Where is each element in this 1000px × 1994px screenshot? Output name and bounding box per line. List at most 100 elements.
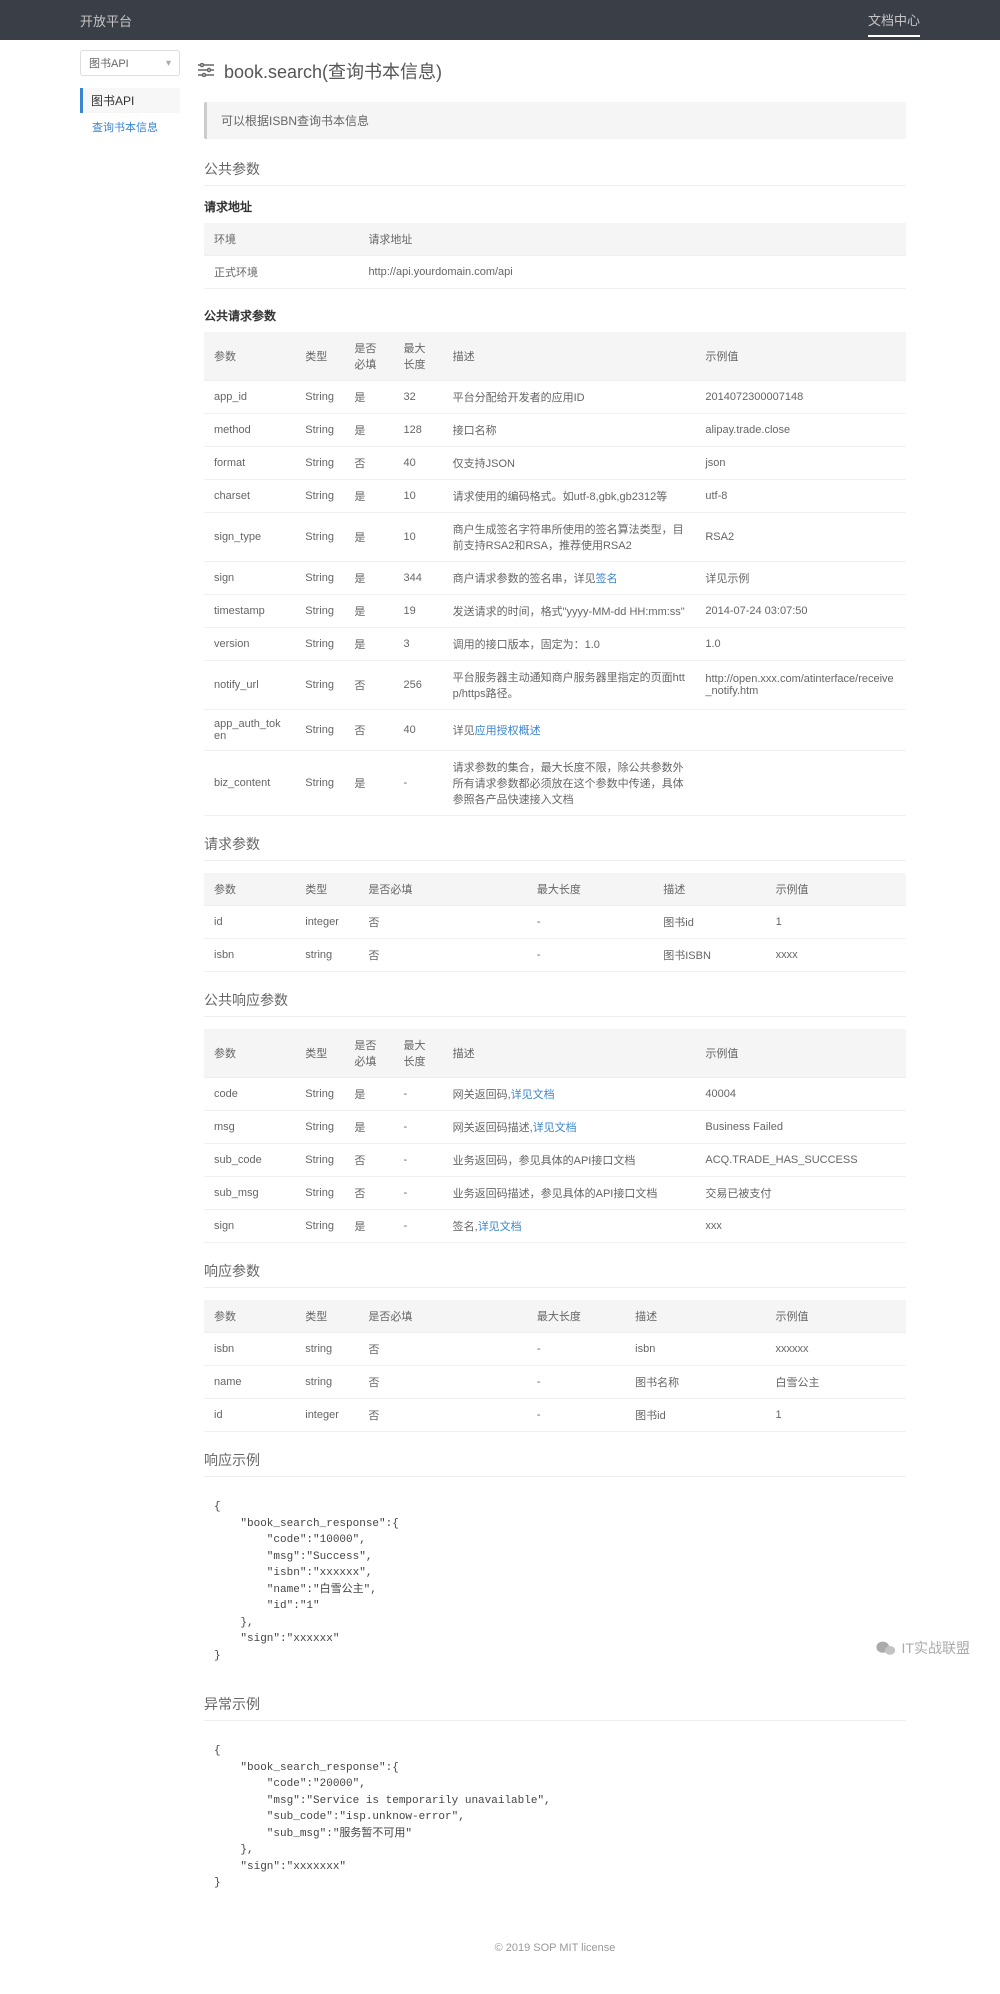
table-cell: biz_content bbox=[204, 751, 295, 816]
watermark: IT实战联盟 bbox=[876, 1638, 970, 1658]
table-header: 类型 bbox=[295, 1300, 358, 1333]
table-cell: 请求使用的编码格式。如utf-8,gbk,gb2312等 bbox=[443, 480, 696, 513]
table-cell: 签名,详见文档 bbox=[443, 1210, 696, 1243]
table-header: 环境 bbox=[204, 223, 358, 256]
doc-link[interactable]: 应用授权概述 bbox=[475, 725, 541, 737]
table-header: 示例值 bbox=[695, 332, 906, 381]
table-cell: app_id bbox=[204, 381, 295, 414]
table-cell: 否 bbox=[358, 939, 526, 972]
table-cell: 平台服务器主动通知商户服务器里指定的页面http/https路径。 bbox=[443, 661, 696, 710]
table-header: 是否必填 bbox=[358, 1300, 526, 1333]
table-cell: 详见示例 bbox=[695, 562, 906, 595]
sub-pub-req-params: 公共请求参数 bbox=[204, 307, 906, 324]
table-cell: sign bbox=[204, 1210, 295, 1243]
table-row: 正式环境http://api.yourdomain.com/api bbox=[204, 256, 906, 289]
table-cell: 19 bbox=[394, 595, 443, 628]
table-cell: 是 bbox=[344, 381, 393, 414]
table-cell: string bbox=[295, 939, 358, 972]
table-header: 是否必填 bbox=[344, 1029, 393, 1078]
table-cell: http://open.xxx.com/atinterface/receive_… bbox=[695, 661, 906, 710]
req-table: 参数类型是否必填最大长度描述示例值idinteger否-图书id1isbnstr… bbox=[204, 873, 906, 972]
main-content: book.search(查询书本信息) 可以根据ISBN查询书本信息 公共参数 … bbox=[190, 50, 920, 1994]
table-cell: - bbox=[394, 1177, 443, 1210]
table-cell: 是 bbox=[344, 562, 393, 595]
table-cell: string bbox=[295, 1366, 358, 1399]
table-row: timestampString是19发送请求的时间，格式"yyyy-MM-dd … bbox=[204, 595, 906, 628]
table-cell: 否 bbox=[358, 1333, 526, 1366]
table-cell: 仅支持JSON bbox=[443, 447, 696, 480]
table-cell: 是 bbox=[344, 513, 393, 562]
nav-docs[interactable]: 文档中心 bbox=[868, 10, 920, 37]
table-row: sub_msgString否-业务返回码描述，参见具体的API接口文档交易已被支… bbox=[204, 1177, 906, 1210]
brand[interactable]: 开放平台 bbox=[80, 11, 132, 30]
table-header: 类型 bbox=[295, 332, 344, 381]
table-cell: 是 bbox=[344, 1078, 393, 1111]
watermark-text: IT实战联盟 bbox=[902, 1638, 970, 1658]
table-cell: id bbox=[204, 906, 295, 939]
table-cell: Business Failed bbox=[695, 1111, 906, 1144]
table-cell: 业务返回码描述，参见具体的API接口文档 bbox=[443, 1177, 696, 1210]
table-cell: 128 bbox=[394, 414, 443, 447]
table-cell: xxxxxx bbox=[766, 1333, 906, 1366]
table-row: formatString否40仅支持JSONjson bbox=[204, 447, 906, 480]
table-cell: string bbox=[295, 1333, 358, 1366]
sidebar-item-search[interactable]: 查询书本信息 bbox=[80, 115, 180, 139]
table-cell bbox=[695, 751, 906, 816]
table-cell: 网关返回码描述,详见文档 bbox=[443, 1111, 696, 1144]
table-cell: - bbox=[394, 1210, 443, 1243]
table-header: 描述 bbox=[625, 1300, 765, 1333]
chevron-down-icon: ▾ bbox=[166, 58, 171, 69]
table-cell: 网关返回码,详见文档 bbox=[443, 1078, 696, 1111]
table-cell: version bbox=[204, 628, 295, 661]
sidebar-category[interactable]: 图书API bbox=[80, 88, 180, 113]
footer: © 2019 SOP MIT license bbox=[190, 1922, 920, 1994]
table-cell: 40 bbox=[394, 447, 443, 480]
table-cell: String bbox=[295, 562, 344, 595]
api-select[interactable]: 图书API ▾ bbox=[80, 50, 180, 76]
table-row: methodString是128接口名称alipay.trade.close bbox=[204, 414, 906, 447]
table-cell: String bbox=[295, 513, 344, 562]
resp-example-code: { "book_search_response":{ "code":"10000… bbox=[204, 1489, 906, 1674]
table-cell: integer bbox=[295, 1399, 358, 1432]
table-cell: name bbox=[204, 1366, 295, 1399]
table-header: 类型 bbox=[295, 873, 358, 906]
table-cell: ACQ.TRADE_HAS_SUCCESS bbox=[695, 1144, 906, 1177]
table-cell: String bbox=[295, 1144, 344, 1177]
table-cell: 交易已被支付 bbox=[695, 1177, 906, 1210]
table-cell: String bbox=[295, 1111, 344, 1144]
doc-link[interactable]: 详见文档 bbox=[511, 1089, 555, 1101]
sub-req-addr: 请求地址 bbox=[204, 198, 906, 215]
table-header: 参数 bbox=[204, 873, 295, 906]
doc-link[interactable]: 详见文档 bbox=[478, 1221, 522, 1233]
table-row: signString是-签名,详见文档xxx bbox=[204, 1210, 906, 1243]
doc-link[interactable]: 详见文档 bbox=[533, 1122, 577, 1134]
table-cell: 详见应用授权概述 bbox=[443, 710, 696, 751]
table-cell: 是 bbox=[344, 414, 393, 447]
table-header: 参数 bbox=[204, 1029, 295, 1078]
page-title: book.search(查询书本信息) bbox=[224, 58, 442, 84]
table-cell: charset bbox=[204, 480, 295, 513]
table-header: 最大长度 bbox=[394, 332, 443, 381]
table-cell: 发送请求的时间，格式"yyyy-MM-dd HH:mm:ss" bbox=[443, 595, 696, 628]
table-cell: 请求参数的集合，最大长度不限，除公共参数外所有请求参数都必须放在这个参数中传递，… bbox=[443, 751, 696, 816]
table-row: charsetString是10请求使用的编码格式。如utf-8,gbk,gb2… bbox=[204, 480, 906, 513]
table-cell: 商户生成签名字符串所使用的签名算法类型，目前支持RSA2和RSA，推荐使用RSA… bbox=[443, 513, 696, 562]
table-cell: integer bbox=[295, 906, 358, 939]
table-row: sub_codeString否-业务返回码，参见具体的API接口文档ACQ.TR… bbox=[204, 1144, 906, 1177]
table-cell: String bbox=[295, 414, 344, 447]
table-cell: 平台分配给开发者的应用ID bbox=[443, 381, 696, 414]
table-cell: 1 bbox=[766, 1399, 906, 1432]
table-cell: 是 bbox=[344, 751, 393, 816]
table-cell: - bbox=[527, 1366, 625, 1399]
table-header: 最大长度 bbox=[527, 873, 653, 906]
table-row: signString是344商户请求参数的签名串，详见签名详见示例 bbox=[204, 562, 906, 595]
table-cell: isbn bbox=[625, 1333, 765, 1366]
table-cell: sub_msg bbox=[204, 1177, 295, 1210]
section-err-example: 异常示例 bbox=[204, 1694, 906, 1721]
table-cell: sign_type bbox=[204, 513, 295, 562]
addr-table: 环境请求地址正式环境http://api.yourdomain.com/api bbox=[204, 223, 906, 289]
table-cell: - bbox=[394, 1078, 443, 1111]
table-header: 描述 bbox=[443, 1029, 696, 1078]
doc-link[interactable]: 签名 bbox=[596, 573, 618, 585]
table-cell: 否 bbox=[344, 1144, 393, 1177]
